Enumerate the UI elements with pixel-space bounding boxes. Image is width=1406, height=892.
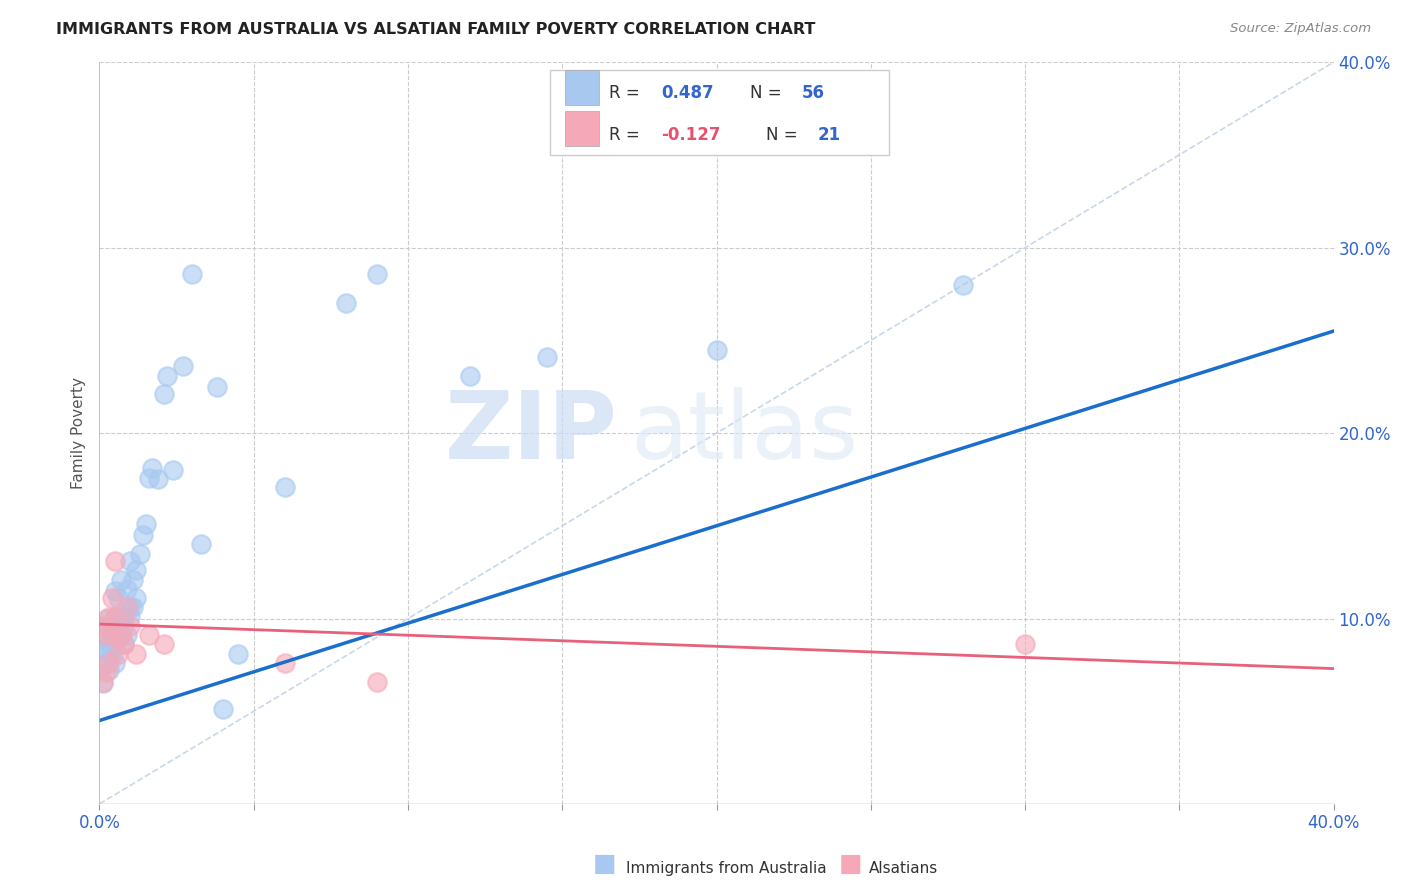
- Point: [112, 638, 135, 652]
- Text: ■: ■: [839, 852, 862, 876]
- Point: [107, 647, 129, 661]
- Point: [706, 343, 728, 357]
- Text: Immigrants from Australia: Immigrants from Australia: [626, 861, 827, 876]
- Point: [94, 611, 117, 625]
- Text: 56: 56: [801, 84, 825, 102]
- Point: [110, 573, 132, 587]
- Point: [104, 583, 127, 598]
- Point: [153, 387, 176, 401]
- Text: Source: ZipAtlas.com: Source: ZipAtlas.com: [1230, 22, 1371, 36]
- Point: [91, 619, 114, 633]
- Point: [91, 676, 114, 690]
- Point: [138, 628, 160, 642]
- Point: [335, 296, 357, 310]
- Point: [181, 267, 204, 281]
- Point: [110, 628, 132, 642]
- Point: [205, 380, 228, 394]
- Point: [153, 638, 176, 652]
- Text: ZIP: ZIP: [444, 387, 617, 479]
- Point: [107, 591, 129, 606]
- Point: [97, 635, 120, 649]
- Text: R =: R =: [609, 84, 645, 102]
- Text: 21: 21: [818, 126, 841, 144]
- Point: [94, 665, 117, 680]
- Point: [91, 657, 114, 672]
- Point: [366, 674, 388, 689]
- Point: [97, 645, 120, 659]
- Point: [115, 600, 138, 615]
- Point: [122, 600, 145, 615]
- Point: [141, 461, 163, 475]
- Point: [458, 368, 481, 383]
- Point: [120, 609, 142, 624]
- Point: [138, 470, 160, 484]
- Point: [100, 647, 122, 661]
- Point: [115, 628, 138, 642]
- Point: [112, 619, 135, 633]
- Point: [156, 368, 179, 383]
- Point: [135, 516, 157, 531]
- Point: [94, 628, 117, 642]
- Point: [97, 664, 120, 678]
- Point: [122, 573, 145, 587]
- Point: [125, 591, 148, 606]
- Point: [536, 350, 558, 364]
- Y-axis label: Family Poverty: Family Poverty: [72, 377, 86, 489]
- Point: [104, 609, 127, 624]
- Text: atlas: atlas: [630, 387, 859, 479]
- Point: [131, 528, 153, 542]
- Point: [125, 647, 148, 661]
- Point: [115, 582, 138, 596]
- Point: [110, 609, 132, 624]
- Point: [104, 638, 127, 652]
- Point: [226, 647, 249, 661]
- Text: -0.127: -0.127: [661, 126, 720, 144]
- Point: [104, 656, 127, 670]
- Point: [112, 638, 135, 652]
- Bar: [565, 111, 599, 146]
- Text: Alsatians: Alsatians: [869, 861, 938, 876]
- Point: [100, 638, 122, 652]
- Point: [112, 609, 135, 624]
- Point: [125, 563, 148, 577]
- Point: [100, 628, 122, 642]
- Point: [1014, 638, 1036, 652]
- Point: [100, 619, 122, 633]
- Point: [110, 628, 132, 642]
- Point: [273, 656, 295, 670]
- Point: [97, 656, 120, 670]
- Point: [952, 277, 974, 292]
- Point: [366, 267, 388, 281]
- Point: [128, 547, 150, 561]
- Point: [172, 359, 194, 374]
- Point: [162, 463, 184, 477]
- Text: N =: N =: [766, 126, 803, 144]
- Point: [212, 702, 235, 716]
- Point: [104, 554, 127, 568]
- Point: [100, 591, 122, 606]
- Point: [94, 630, 117, 644]
- Point: [94, 645, 117, 659]
- Point: [120, 554, 142, 568]
- Point: [120, 600, 142, 615]
- Point: [91, 674, 114, 689]
- Point: [97, 619, 120, 633]
- Point: [273, 480, 295, 494]
- Point: [97, 609, 120, 624]
- Text: 0.487: 0.487: [661, 84, 714, 102]
- Text: N =: N =: [749, 84, 787, 102]
- FancyBboxPatch shape: [550, 70, 890, 155]
- Point: [120, 619, 142, 633]
- Text: IMMIGRANTS FROM AUSTRALIA VS ALSATIAN FAMILY POVERTY CORRELATION CHART: IMMIGRANTS FROM AUSTRALIA VS ALSATIAN FA…: [56, 22, 815, 37]
- Point: [107, 619, 129, 633]
- Bar: [565, 70, 599, 105]
- Text: R =: R =: [609, 126, 645, 144]
- Point: [190, 537, 212, 551]
- Point: [104, 609, 127, 624]
- Point: [146, 472, 169, 486]
- Point: [107, 628, 129, 642]
- Text: ■: ■: [593, 852, 616, 876]
